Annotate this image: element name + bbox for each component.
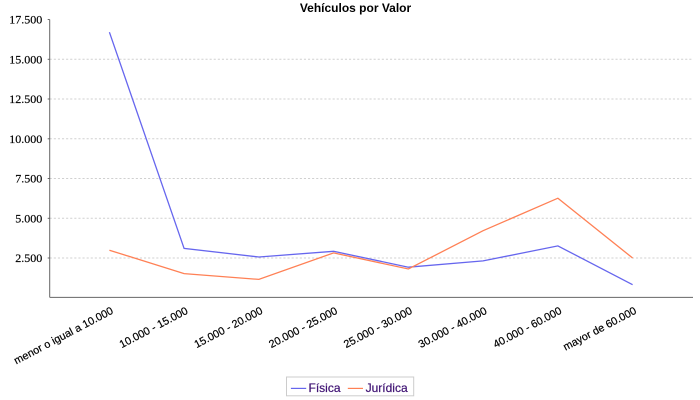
svg-text:10.000: 10.000 — [9, 132, 42, 146]
svg-text:2.500: 2.500 — [15, 251, 42, 265]
svg-text:17.500: 17.500 — [9, 13, 42, 27]
svg-text:Jurídica: Jurídica — [366, 381, 408, 395]
svg-text:12.500: 12.500 — [9, 92, 42, 106]
svg-text:7.500: 7.500 — [15, 172, 42, 186]
svg-text:15.000: 15.000 — [9, 52, 42, 66]
svg-text:Física: Física — [309, 381, 341, 395]
svg-text:5.000: 5.000 — [15, 211, 42, 225]
svg-text:Vehículos por Valor: Vehículos por Valor — [300, 1, 412, 15]
